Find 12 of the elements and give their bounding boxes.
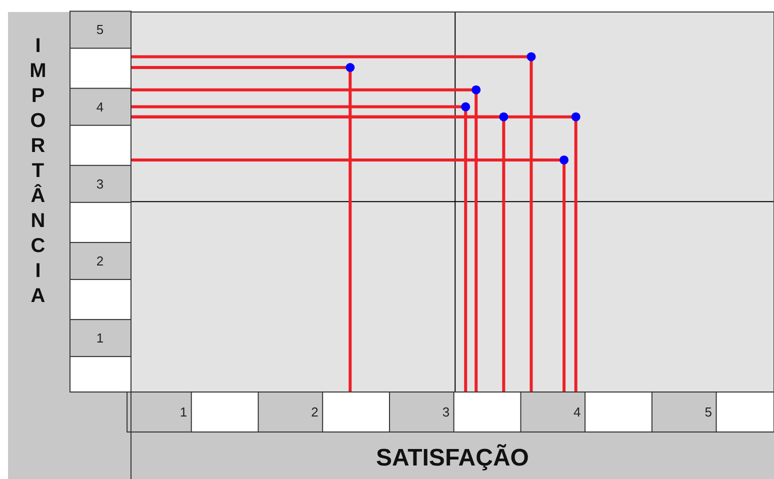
x-tick-label: 5: [704, 404, 712, 420]
text: IMPORTÂNCIA: [30, 35, 46, 307]
y-tick-label: 4: [96, 99, 104, 114]
x-tick-label: 4: [574, 404, 581, 420]
y-tick-label: 1: [96, 330, 104, 346]
y-tick-label: 5: [96, 22, 104, 38]
y-tick-label: 2: [96, 253, 104, 268]
x-tick-label: 3: [442, 404, 450, 420]
x-tick-label: 1: [180, 404, 188, 420]
y-tick-label: 3: [96, 176, 104, 192]
x-axis-title: SATISFAÇÃO: [376, 444, 529, 472]
x-tick-label: 2: [311, 404, 318, 420]
